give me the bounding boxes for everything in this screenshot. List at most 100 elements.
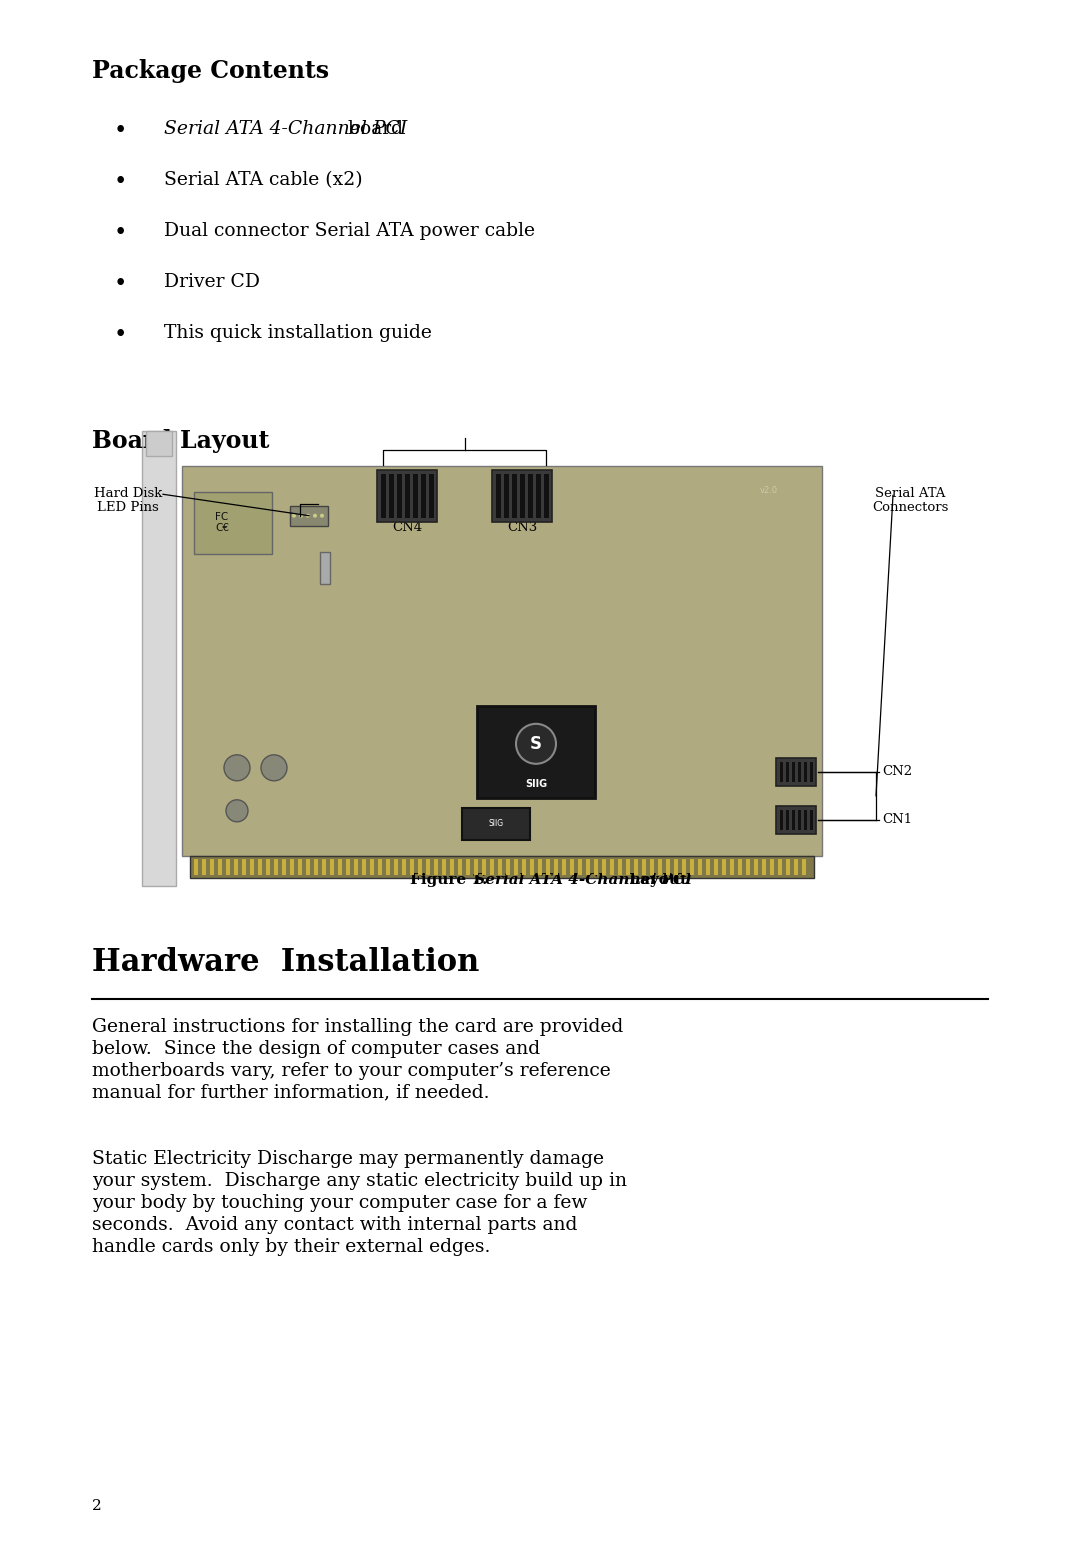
Text: •: • bbox=[114, 324, 127, 347]
Circle shape bbox=[313, 513, 318, 518]
Text: CN2: CN2 bbox=[882, 765, 913, 779]
Bar bbox=[804, 762, 807, 782]
Circle shape bbox=[299, 513, 303, 518]
Text: General instructions for installing the card are provided: General instructions for installing the … bbox=[92, 1018, 623, 1036]
Text: Serial ATA cable (x2): Serial ATA cable (x2) bbox=[164, 171, 363, 190]
Bar bbox=[762, 859, 766, 874]
Text: •: • bbox=[114, 171, 127, 193]
Bar bbox=[504, 473, 509, 518]
Bar bbox=[780, 762, 783, 782]
Circle shape bbox=[516, 723, 556, 763]
Text: CN4: CN4 bbox=[392, 521, 422, 534]
Bar bbox=[458, 859, 462, 874]
Bar bbox=[346, 859, 350, 874]
Bar bbox=[792, 810, 795, 830]
Bar bbox=[690, 859, 694, 874]
Bar bbox=[386, 859, 390, 874]
Text: seconds.  Avoid any contact with internal parts and: seconds. Avoid any contact with internal… bbox=[92, 1217, 578, 1234]
Text: motherboards vary, refer to your computer’s reference: motherboards vary, refer to your compute… bbox=[92, 1062, 611, 1079]
Bar bbox=[544, 473, 549, 518]
Text: Static Electricity Discharge may permanently damage: Static Electricity Discharge may permane… bbox=[92, 1150, 604, 1169]
Circle shape bbox=[306, 513, 310, 518]
Text: 2: 2 bbox=[92, 1499, 102, 1513]
Bar bbox=[498, 859, 502, 874]
Text: v2.0: v2.0 bbox=[760, 486, 778, 495]
Bar bbox=[770, 859, 774, 874]
Bar bbox=[570, 859, 573, 874]
Bar bbox=[330, 859, 334, 874]
Bar bbox=[681, 859, 686, 874]
Bar bbox=[210, 859, 214, 874]
Bar bbox=[266, 859, 270, 874]
Bar bbox=[218, 859, 222, 874]
Bar bbox=[530, 859, 534, 874]
Bar bbox=[528, 473, 534, 518]
Bar bbox=[786, 762, 789, 782]
Bar bbox=[802, 859, 806, 874]
Bar bbox=[798, 762, 801, 782]
Bar bbox=[586, 859, 590, 874]
Bar bbox=[512, 473, 517, 518]
Bar bbox=[320, 552, 330, 584]
Bar bbox=[306, 859, 310, 874]
Bar bbox=[465, 859, 470, 874]
Bar bbox=[338, 859, 342, 874]
Bar bbox=[602, 859, 606, 874]
Bar bbox=[450, 859, 454, 874]
Text: Board Layout: Board Layout bbox=[92, 429, 269, 453]
Circle shape bbox=[292, 513, 296, 518]
Text: This quick installation guide: This quick installation guide bbox=[164, 324, 432, 342]
Text: Serial ATA 4-Channel PCI: Serial ATA 4-Channel PCI bbox=[469, 873, 692, 887]
Bar bbox=[194, 859, 198, 874]
Bar bbox=[462, 808, 530, 840]
Bar bbox=[389, 473, 394, 518]
Text: your system.  Discharge any static electricity build up in: your system. Discharge any static electr… bbox=[92, 1172, 627, 1190]
Text: Serial ATA: Serial ATA bbox=[875, 487, 945, 500]
Bar bbox=[291, 859, 294, 874]
Circle shape bbox=[261, 756, 287, 780]
Text: SIIG: SIIG bbox=[488, 819, 503, 828]
Bar bbox=[618, 859, 622, 874]
Bar bbox=[786, 859, 789, 874]
Bar bbox=[698, 859, 702, 874]
Bar bbox=[291, 506, 328, 526]
Bar bbox=[421, 473, 426, 518]
Circle shape bbox=[320, 513, 324, 518]
Text: Hardware  Installation: Hardware Installation bbox=[92, 947, 480, 978]
Bar bbox=[477, 706, 595, 797]
Bar bbox=[738, 859, 742, 874]
Bar bbox=[442, 859, 446, 874]
Text: FC
C€: FC C€ bbox=[215, 512, 229, 534]
Bar bbox=[810, 762, 813, 782]
Bar bbox=[377, 470, 437, 521]
Bar bbox=[634, 859, 638, 874]
Bar bbox=[723, 859, 726, 874]
Bar bbox=[381, 473, 386, 518]
Bar bbox=[434, 859, 438, 874]
Bar bbox=[394, 859, 399, 874]
Bar bbox=[538, 859, 542, 874]
Bar bbox=[746, 859, 750, 874]
Bar bbox=[610, 859, 615, 874]
Bar bbox=[658, 859, 662, 874]
Bar bbox=[792, 762, 795, 782]
Bar bbox=[242, 859, 246, 874]
Bar bbox=[706, 859, 710, 874]
Text: your body by touching your computer case for a few: your body by touching your computer case… bbox=[92, 1195, 588, 1212]
Text: S: S bbox=[530, 736, 542, 752]
Bar bbox=[378, 859, 382, 874]
Bar bbox=[674, 859, 678, 874]
Bar bbox=[194, 492, 272, 554]
Bar bbox=[274, 859, 278, 874]
Bar bbox=[626, 859, 630, 874]
Bar bbox=[474, 859, 478, 874]
Bar bbox=[482, 859, 486, 874]
Bar bbox=[754, 859, 758, 874]
Bar bbox=[298, 859, 302, 874]
Bar bbox=[519, 473, 525, 518]
Text: Connectors: Connectors bbox=[872, 501, 948, 515]
Bar bbox=[282, 859, 286, 874]
Text: Dual connector Serial ATA power cable: Dual connector Serial ATA power cable bbox=[164, 222, 535, 241]
Bar bbox=[418, 859, 422, 874]
Bar bbox=[546, 859, 550, 874]
